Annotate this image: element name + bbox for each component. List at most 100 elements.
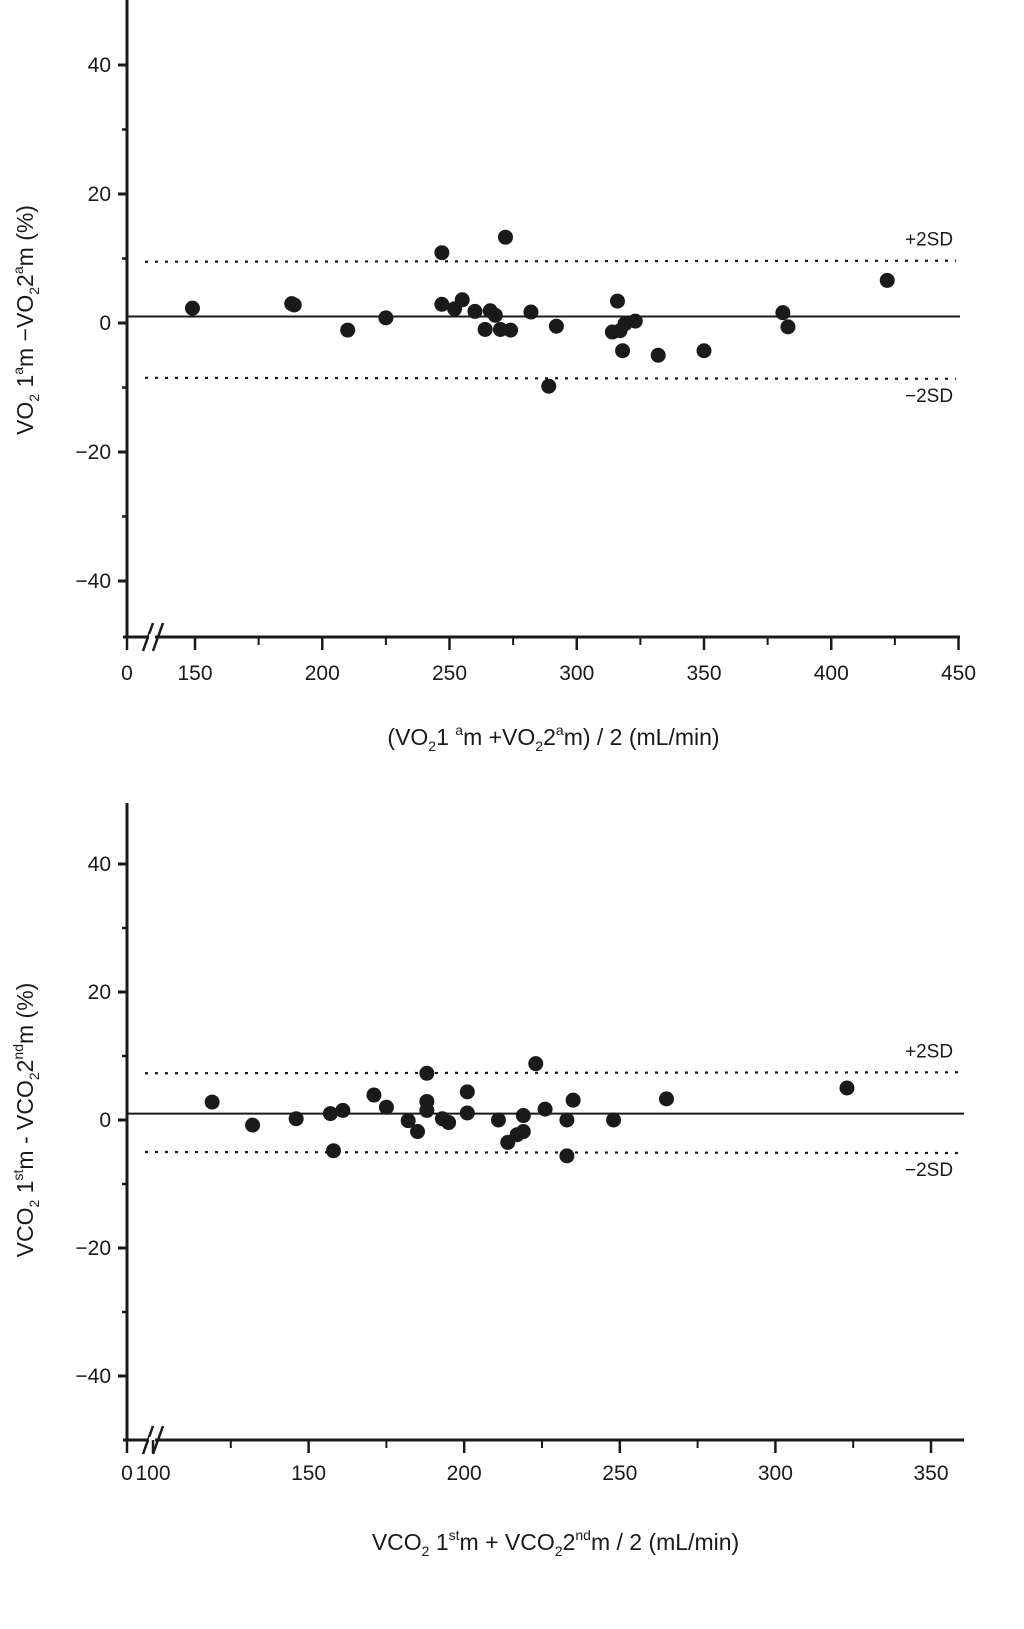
- x-axis-title-part: (VO: [387, 724, 428, 750]
- data-point: [606, 1112, 622, 1128]
- data-point: [454, 292, 470, 308]
- x-tick-label: 300: [559, 662, 594, 685]
- data-point: [322, 1106, 338, 1122]
- data-point: [378, 310, 394, 326]
- data-point: [288, 1111, 304, 1127]
- x-axis-title-part: 2: [535, 738, 543, 754]
- y-tick-label: −40: [75, 570, 111, 593]
- x-tick-label: 150: [177, 662, 212, 685]
- y-axis-title-part: 2: [12, 1060, 38, 1073]
- y-tick-label: −20: [75, 1237, 111, 1260]
- data-point: [548, 318, 564, 334]
- data-point: [378, 1099, 394, 1115]
- data-point: [340, 322, 356, 338]
- data-point: [696, 343, 712, 359]
- data-point: [245, 1117, 261, 1133]
- x-tick-label: 350: [913, 1462, 948, 1485]
- y-axis-title-part: a: [10, 266, 26, 274]
- x-axis-title-part: a: [455, 722, 463, 738]
- data-point: [839, 1080, 855, 1096]
- lower-2sd-line: [144, 376, 957, 380]
- x-tick-label: 200: [447, 1462, 482, 1485]
- data-point: [434, 296, 450, 312]
- y-tick-label: −20: [75, 441, 111, 464]
- y-axis-title-part: 2: [26, 1199, 42, 1207]
- y-axis-title-part: 2: [26, 394, 42, 402]
- x-axis-title-part: 2: [563, 1529, 576, 1555]
- data-point: [441, 1115, 457, 1131]
- data-point: [366, 1087, 382, 1103]
- y-axis-title-part: 2: [26, 1072, 42, 1080]
- axis-break-mark: [151, 622, 165, 652]
- data-point: [879, 272, 895, 288]
- x-tick-label: 200: [305, 662, 340, 685]
- data-point: [490, 1112, 506, 1128]
- data-point: [400, 1113, 416, 1129]
- upper-2sd-line: [144, 259, 957, 263]
- data-point: [325, 1143, 341, 1159]
- data-point: [775, 305, 791, 321]
- y-axis-title-part: m - VCO: [12, 1080, 38, 1169]
- data-point: [523, 304, 539, 320]
- upper-2sd-label: +2SD: [905, 230, 953, 251]
- x-tick-label: 450: [941, 662, 976, 685]
- x-axis-title-part: 2: [428, 738, 436, 754]
- data-point: [528, 1056, 544, 1072]
- x-axis-title-part: m +VO: [463, 724, 535, 750]
- data-point: [497, 229, 513, 245]
- x-tick-label: 100: [135, 1462, 170, 1485]
- y-axis-title-part: VCO: [12, 1207, 38, 1257]
- y-tick-label: 20: [88, 183, 111, 206]
- data-point: [537, 1101, 553, 1117]
- x-axis-title-part: 2: [422, 1543, 430, 1559]
- upper-2sd-line: [144, 1071, 961, 1075]
- y-axis-title-part: 1: [12, 1181, 38, 1200]
- data-point: [459, 1105, 475, 1121]
- x-tick-label: 250: [432, 662, 467, 685]
- upper-2sd-label: +2SD: [905, 1041, 953, 1062]
- data-point: [609, 293, 625, 309]
- x-axis-title: (VO21 am +VO22am) / 2 (mL/min): [387, 722, 719, 754]
- y-axis-title-part: a: [10, 367, 26, 375]
- data-point: [434, 245, 450, 261]
- x-axis-title-part: 1: [429, 1529, 448, 1555]
- x-axis-title-part: 2: [555, 1543, 563, 1559]
- x-axis-title-part: st: [449, 1527, 460, 1543]
- lower-2sd-label: −2SD: [905, 1160, 953, 1181]
- x-axis-title-part: m + VCO: [460, 1529, 555, 1555]
- x-tick-label: 150: [291, 1462, 326, 1485]
- x-axis-title-part: m / 2 (mL/min): [591, 1529, 739, 1555]
- x-axis-title-part: a: [556, 722, 564, 738]
- y-axis-title: VO2 1am −VO22am (%): [10, 205, 42, 435]
- data-point: [515, 1124, 531, 1140]
- data-point: [335, 1102, 351, 1118]
- data-point: [459, 1084, 475, 1100]
- data-point: [650, 347, 666, 363]
- data-point: [503, 322, 519, 338]
- data-point: [467, 303, 483, 319]
- x-axis-title-part: 2: [543, 724, 556, 750]
- y-tick-label: 40: [88, 853, 111, 876]
- axis-break-mark: [141, 622, 155, 652]
- x-tick-label: 0: [121, 662, 133, 685]
- data-point: [627, 313, 643, 329]
- data-point: [658, 1091, 674, 1107]
- y-axis-title: VCO2 1stm - VCO22ndm (%): [10, 983, 42, 1258]
- axis-break-mark: [141, 1425, 155, 1455]
- x-tick-label: 250: [602, 1462, 637, 1485]
- y-axis-title-part: nd: [10, 1044, 26, 1060]
- x-tick-label: 350: [686, 662, 721, 685]
- y-tick-label: 40: [88, 54, 111, 77]
- y-axis-title-part: m (%): [12, 983, 38, 1044]
- data-point: [184, 300, 200, 316]
- x-tick-label: 300: [758, 1462, 793, 1485]
- x-axis-title-part: VCO: [372, 1529, 422, 1555]
- axis-break-gap: [149, 634, 155, 640]
- data-point: [541, 378, 557, 394]
- data-point: [419, 1102, 435, 1118]
- data-point: [559, 1148, 575, 1164]
- x-axis-title-part: m) / 2 (mL/min): [564, 724, 720, 750]
